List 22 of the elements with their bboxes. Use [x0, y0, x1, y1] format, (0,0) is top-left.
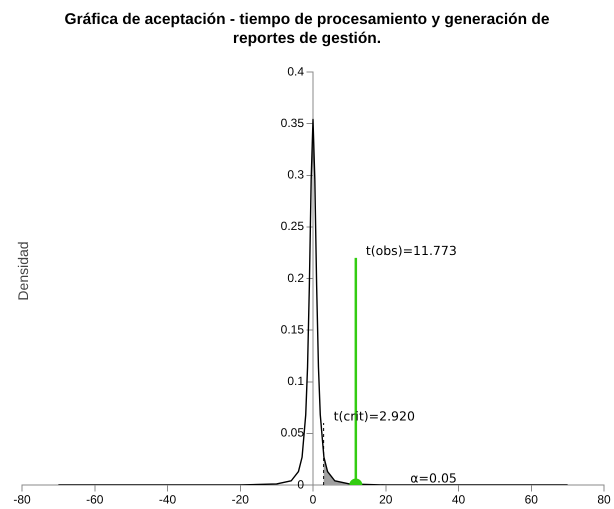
y-tick-label: 0.35: [280, 116, 304, 130]
y-axis-title: Densidad: [15, 240, 31, 303]
y-tick-label: 0.2: [287, 270, 304, 285]
x-tick-label: 80: [597, 492, 611, 507]
chart-title: Gráfica de aceptación - tiempo de procesamiento y generación de reportes de gestión.: [64, 10, 550, 48]
x-tick-label: -40: [158, 492, 176, 507]
x-tick-label: -60: [86, 492, 104, 507]
y-tick-label: 0.1: [287, 374, 304, 388]
annotation: t(obs)=11.773: [366, 243, 457, 258]
y-tick-label: 0.3: [287, 168, 304, 182]
y-tick-label: 0.25: [280, 219, 304, 234]
y-tick-label: 0.15: [280, 322, 304, 336]
x-tick-label: 40: [452, 492, 466, 507]
x-tick-label: 20: [379, 492, 393, 507]
x-tick-label: 0: [310, 492, 317, 507]
annotation: α=0.05: [410, 470, 457, 486]
x-tick-label: 60: [524, 492, 538, 507]
x-tick-label: -20: [232, 492, 250, 507]
y-tick-label: 0.05: [280, 426, 304, 440]
y-tick-label: 0: [297, 477, 304, 492]
x-tick-label: -80: [13, 492, 31, 507]
y-tick-label: 0.4: [287, 64, 304, 78]
